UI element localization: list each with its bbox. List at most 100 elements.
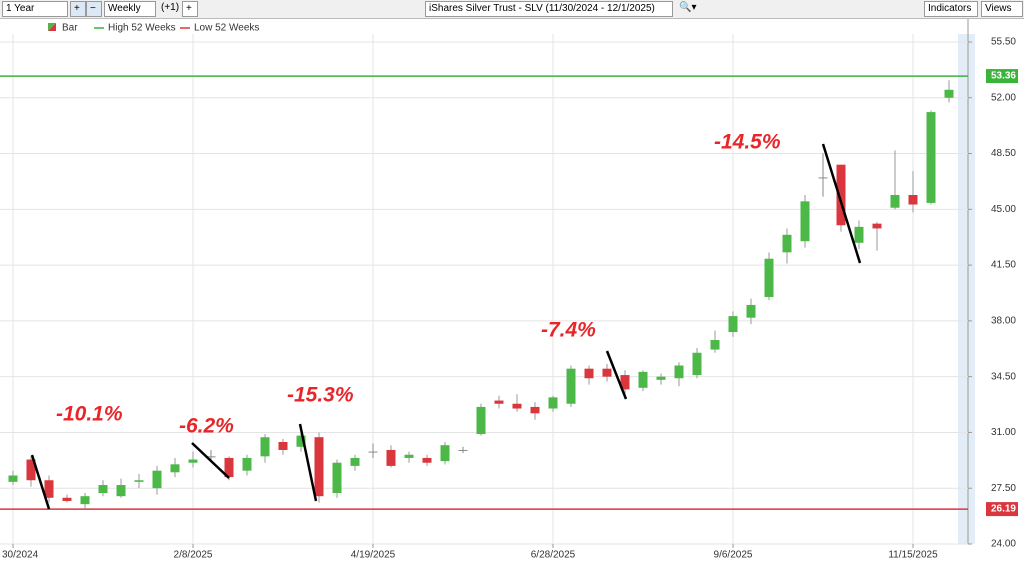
- annotation: -14.5%: [714, 131, 781, 154]
- candle-body: [926, 112, 936, 203]
- candle-body: [890, 194, 900, 208]
- annotation: -15.3%: [287, 384, 354, 407]
- candle-body: [152, 470, 162, 489]
- y-tick-label: 24.00: [991, 539, 1016, 550]
- candle-body: [764, 258, 774, 297]
- legend-label: Bar: [62, 23, 78, 34]
- candle-body: [224, 457, 234, 478]
- candle-body: [278, 442, 288, 450]
- y-tick-label: 48.50: [991, 148, 1016, 159]
- candle-body: [746, 304, 756, 318]
- symbol-title[interactable]: iShares Silver Trust - SLV (11/30/2024 -…: [425, 1, 673, 17]
- y-tick-label: 55.50: [991, 37, 1016, 48]
- candle-body: [134, 480, 144, 482]
- y-tick-label: 41.50: [991, 260, 1016, 271]
- candle-body: [494, 400, 504, 404]
- candle-body: [818, 177, 828, 179]
- trend-line: [298, 423, 318, 502]
- candle-body: [854, 226, 864, 243]
- candle-body: [530, 406, 540, 414]
- candle-body: [260, 437, 270, 457]
- annotation: -10.1%: [56, 403, 123, 426]
- price-label: 26.19: [991, 504, 1016, 515]
- candle-body: [602, 368, 612, 377]
- candle-body: [206, 456, 216, 458]
- future-band: [958, 34, 975, 544]
- zoom-out[interactable]: −: [86, 1, 102, 17]
- y-tick-label: 52.00: [991, 92, 1016, 103]
- x-tick-label: 2/8/2025: [174, 550, 213, 561]
- trend-line: [605, 350, 628, 400]
- candle-body: [98, 485, 108, 493]
- candle-body: [386, 449, 396, 466]
- candle-body: [512, 403, 522, 409]
- candle-body: [908, 194, 918, 205]
- price-box: [986, 69, 1018, 84]
- candle-body: [584, 368, 594, 379]
- candle-body: [332, 462, 342, 493]
- candle-body: [692, 352, 702, 376]
- x-tick-label: 9/6/2025: [714, 550, 753, 561]
- candle-body: [80, 496, 90, 505]
- candle-body: [404, 454, 414, 458]
- price-box: [986, 502, 1018, 517]
- x-tick-label: 4/19/2025: [351, 550, 396, 561]
- legend-label: Low 52 Weeks: [194, 23, 259, 34]
- candle-body: [944, 89, 954, 98]
- y-tick-label: 31.00: [991, 427, 1016, 438]
- candle-body: [548, 397, 558, 409]
- candle-body: [440, 445, 450, 462]
- candle-body: [836, 164, 846, 226]
- trend-line: [191, 442, 230, 479]
- trend-line: [30, 454, 51, 510]
- interval-select[interactable]: Weekly: [104, 1, 156, 17]
- offset-plus[interactable]: +: [182, 1, 198, 17]
- offset: (+1): [161, 2, 180, 13]
- x-tick-label: 6/28/2025: [531, 550, 576, 561]
- y-tick-label: 45.00: [991, 204, 1016, 215]
- y-tick-label: 34.50: [991, 371, 1016, 382]
- annotation: -6.2%: [179, 415, 234, 438]
- candle-body: [368, 451, 378, 453]
- legend-icon: [48, 23, 56, 31]
- candle-body: [872, 223, 882, 229]
- candle-body: [8, 475, 18, 482]
- candle-body: [674, 365, 684, 379]
- candle-body: [566, 368, 576, 404]
- candle-body: [188, 459, 198, 463]
- candle-body: [170, 464, 180, 473]
- legend-label: High 52 Weeks: [108, 23, 176, 34]
- annotation: -7.4%: [541, 319, 596, 342]
- toolbar: 1 Year + − Weekly (+1) + iShares Silver …: [0, 0, 1024, 19]
- candle-body: [116, 485, 126, 497]
- trend-line: [821, 143, 862, 264]
- candle-body: [620, 375, 630, 390]
- candle-body: [296, 435, 306, 447]
- candle-body: [710, 340, 720, 350]
- candle-body: [314, 437, 324, 497]
- candle-body: [422, 457, 432, 463]
- chart: -10.1% -6.2% -15.3% -7.4% -14.5% 24.00 27…: [0, 19, 1018, 561]
- zoom-in[interactable]: +: [70, 1, 86, 17]
- x-tick-label: 30/2024: [2, 550, 39, 561]
- candle-body: [242, 457, 252, 471]
- trend-lines: [30, 143, 862, 510]
- candle-body: [656, 376, 666, 380]
- candle-body: [26, 459, 36, 481]
- candle-body: [476, 406, 486, 435]
- candle-body: [44, 480, 54, 498]
- x-tick-label: 11/15/2025: [888, 550, 938, 561]
- candle-body: [638, 371, 648, 388]
- y-tick-label: 38.00: [991, 316, 1016, 327]
- candle-body: [800, 201, 810, 242]
- range-select[interactable]: 1 Year: [2, 1, 68, 17]
- indicators-button[interactable]: Indicators: [924, 1, 978, 17]
- views-button[interactable]: Views: [981, 1, 1023, 17]
- candle-body: [458, 449, 468, 451]
- y-tick-label: 27.50: [991, 483, 1016, 494]
- candle-body: [782, 234, 792, 253]
- search[interactable]: 🔍▾: [679, 2, 697, 13]
- candle-body: [62, 497, 72, 501]
- candle-body: [350, 457, 360, 466]
